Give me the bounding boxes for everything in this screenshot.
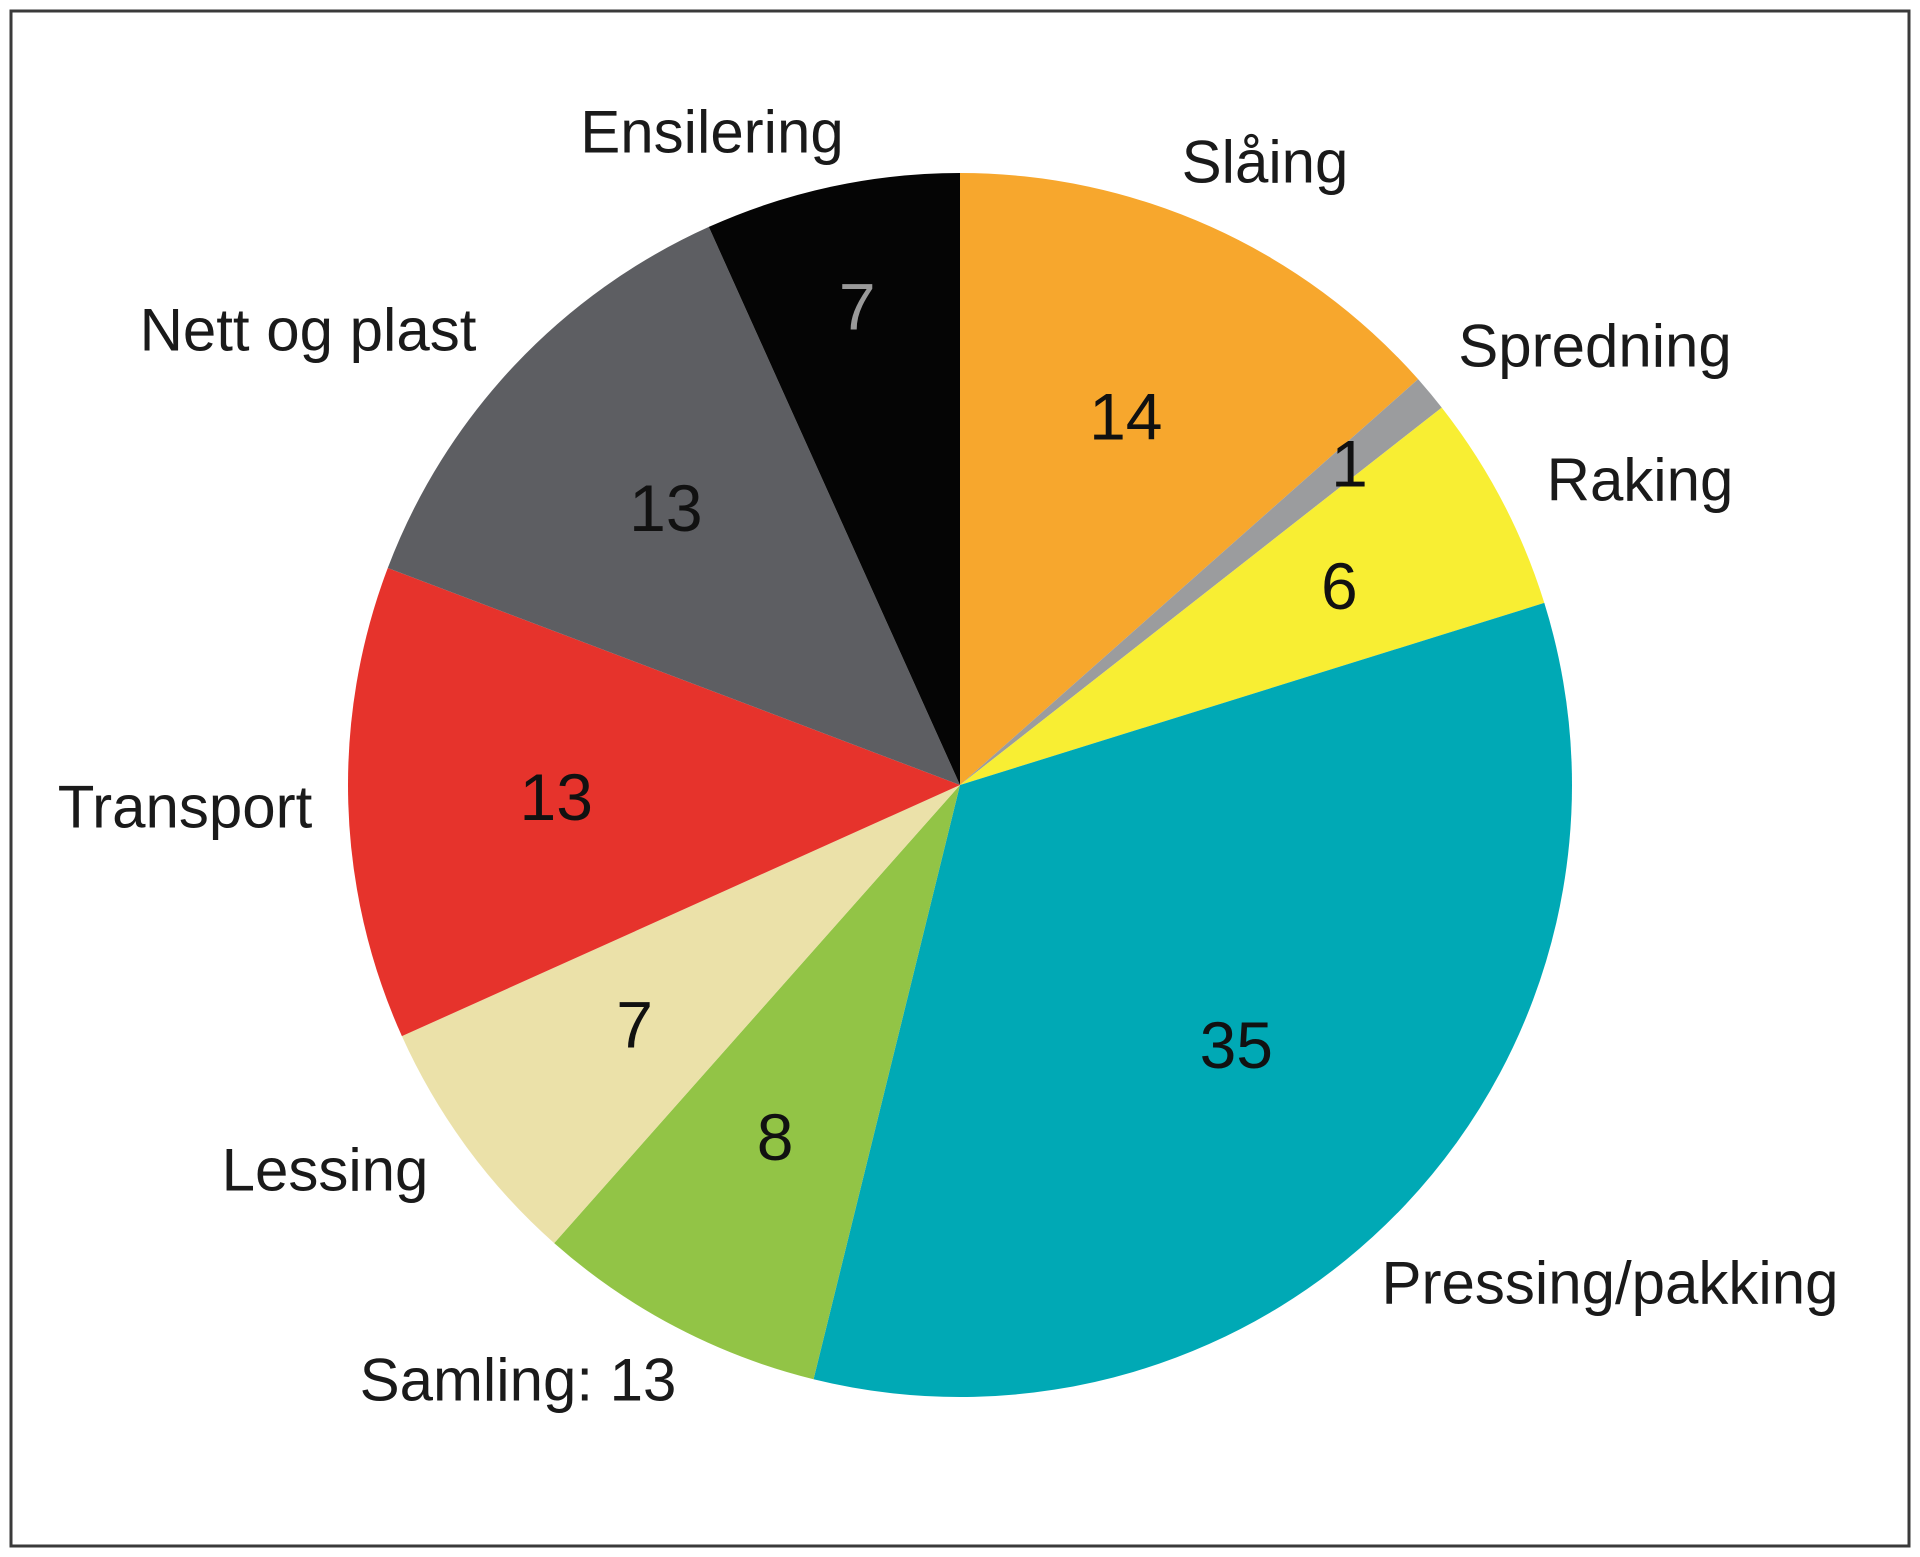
pie-slice-samling-13	[554, 785, 960, 1380]
pie-slice-spredning	[960, 379, 1442, 785]
pie-slice-raking	[960, 407, 1545, 785]
slice-value-raking: 6	[1321, 549, 1358, 623]
slice-value-pressing-pakking: 35	[1200, 1008, 1273, 1082]
pie-slice-transport	[348, 567, 960, 1037]
slice-value-transport: 13	[520, 760, 593, 834]
pie-slice-ensilering	[708, 173, 960, 785]
slice-value-slaing: 14	[1089, 380, 1162, 454]
slice-value-lessing: 7	[616, 987, 653, 1061]
pie-slice-nett-og-plast	[387, 226, 961, 785]
pie-slices	[348, 173, 1573, 1397]
slice-label-ensilering: Ensilering	[580, 99, 843, 166]
slice-label-slaing: Slåing	[1182, 129, 1349, 196]
slice-label-spredning: Spredning	[1458, 313, 1732, 380]
slice-value-nett-og-plast: 13	[629, 471, 702, 545]
slice-label-pressing-pakking: Pressing/pakking	[1382, 1250, 1839, 1317]
pie-slice-lessing	[401, 785, 960, 1244]
slice-value-ensilering: 7	[839, 269, 876, 343]
slice-label-raking: Raking	[1547, 447, 1734, 514]
slice-value-spredning: 1	[1331, 427, 1368, 501]
slice-value-samling-13: 8	[757, 1100, 794, 1174]
slice-label-lessing: Lessing	[222, 1137, 429, 1204]
pie-slice-pressing-pakking	[813, 602, 1573, 1397]
pie-labels: 14 Slåing 1 Spredning 6 Raking 35 Pressing/pakk…	[58, 99, 1839, 1414]
slice-label-nett-og-plast: Nett og plast	[140, 297, 477, 364]
slice-label-samling-13: Samling: 13	[360, 1347, 677, 1414]
pie-slice-slaing	[960, 173, 1419, 785]
slice-label-transport: Transport	[58, 774, 313, 841]
